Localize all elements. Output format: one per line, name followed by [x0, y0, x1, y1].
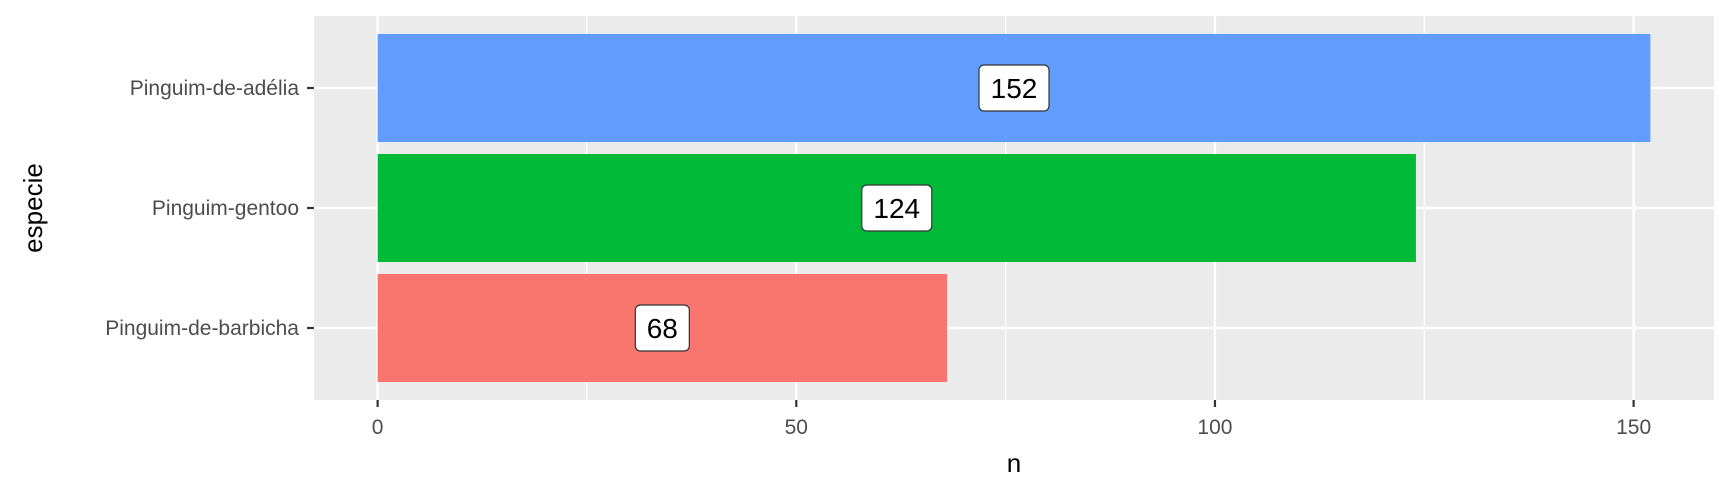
x-tick-label: 100 [1197, 416, 1232, 439]
data-label: 152 [991, 73, 1038, 104]
y-axis: Pinguim-de-adélia Pinguim-gentoo Pinguim-d… [105, 77, 314, 340]
data-label-box [978, 64, 1050, 112]
data-label: 68 [647, 313, 678, 344]
x-tick-label: 50 [785, 416, 808, 439]
x-axis: 0 50 100 150 [372, 400, 1651, 439]
x-tick-label: 0 [372, 416, 384, 439]
y-tick-label: Pinguim-de-adélia [130, 77, 300, 100]
data-labels: 152 124 68 [634, 64, 1050, 352]
x-tick-label: 150 [1616, 416, 1651, 439]
data-label-box [634, 304, 690, 352]
y-axis-title: especie [18, 163, 48, 253]
y-tick-label: Pinguim-de-barbicha [105, 317, 299, 340]
data-label: 124 [873, 193, 920, 224]
data-label-box [861, 184, 933, 232]
x-axis-title: n [1007, 448, 1021, 478]
y-tick-label: Pinguim-gentoo [152, 197, 299, 220]
